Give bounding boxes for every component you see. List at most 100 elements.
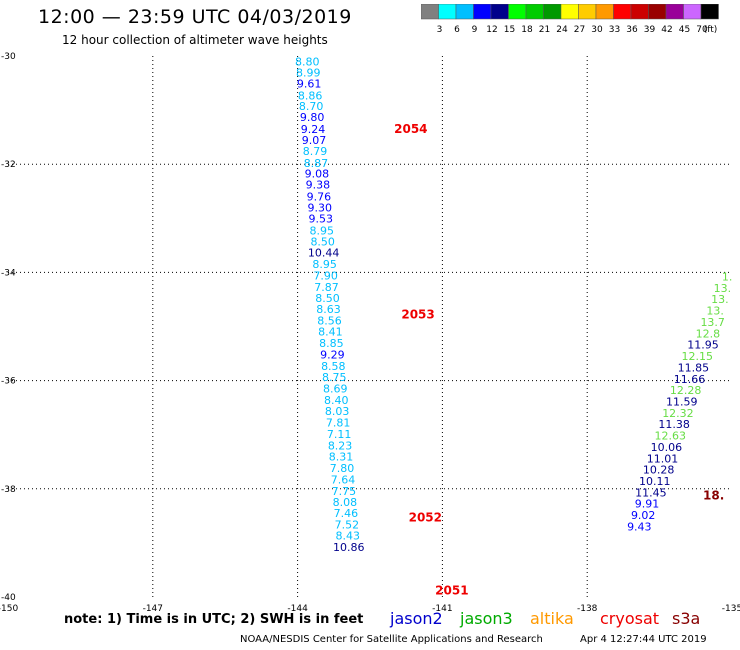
satellite-label-s3a: s3a (672, 609, 701, 628)
color-scale-tick-label: 21 (539, 25, 550, 35)
color-scale-tick-label: 24 (556, 25, 568, 35)
wave-height-value: 8.75 (322, 371, 347, 384)
wave-height-value: 8.63 (316, 303, 341, 316)
wave-height-value: 7.90 (313, 269, 338, 282)
wave-height-value: 9.76 (307, 190, 332, 203)
chart-title: 12:00 — 23:59 UTC 04/03/2019 (38, 6, 352, 28)
credit-text: NOAA/NESDIS Center for Satellite Applica… (240, 634, 543, 645)
wave-height-value: 10.44 (308, 247, 340, 260)
satellite-label-jason3: jason3 (460, 609, 513, 628)
chart-subtitle: 12 hour collection of altimeter wave hei… (62, 33, 328, 47)
y-tick-label: -34 (1, 268, 16, 278)
color-scale-tick-label: 27 (574, 25, 585, 35)
wave-height-value: 8.41 (318, 326, 343, 339)
color-scale-tick-label: 42 (661, 25, 672, 35)
x-tick-label: -135 (722, 604, 740, 614)
wave-height-value: 9.08 (305, 168, 330, 181)
wave-height-value: 11.95 (687, 339, 719, 352)
pass-time-label: 2054 (394, 122, 427, 136)
color-scale-tick-label: 12 (486, 25, 497, 35)
color-scale-tick-label: 30 (591, 25, 603, 35)
wave-height-value: 7.75 (332, 485, 357, 498)
footer-note: note: 1) Time is in UTC; 2) SWH is in fe… (64, 612, 364, 627)
wave-height-value: 8.69 (323, 383, 348, 396)
wave-height-value: 12.32 (662, 407, 694, 420)
wave-height-value: 12.8 (696, 327, 721, 340)
x-tick-label: -144 (287, 604, 308, 614)
wave-height-value: 7.64 (331, 473, 356, 486)
wave-height-value: 11.01 (647, 452, 679, 465)
wave-height-value: 13.7 (700, 316, 725, 329)
wave-height-value: 8.58 (321, 360, 346, 373)
color-scale-tick-label: 6 (454, 25, 460, 35)
x-tick-label: -141 (432, 604, 452, 614)
wave-height-value: 7.46 (334, 507, 359, 520)
pass-time-label: 2052 (409, 510, 442, 524)
wave-height-value: 12.15 (681, 350, 713, 363)
wave-height-value: 8.79 (303, 145, 328, 158)
wave-height-value: 8.23 (328, 439, 353, 452)
wave-height-value: 11.38 (658, 418, 690, 431)
wave-height-value: 8.95 (312, 258, 337, 271)
wave-height-value: 9.07 (302, 134, 327, 147)
wave-height-value: 11.59 (666, 395, 698, 408)
y-tick-label: -40 (1, 593, 16, 603)
color-scale-tick-label: 70 (696, 25, 708, 35)
wave-height-value: 7.11 (327, 428, 352, 441)
wave-height-value: 13. (706, 305, 724, 318)
wave-height-value: 8.70 (299, 100, 324, 113)
color-scale-tick-label: 3 (437, 25, 443, 35)
wave-height-value: 1. (722, 271, 733, 284)
wave-height-value: 9.53 (309, 213, 334, 226)
wave-height-value: 8.87 (304, 157, 329, 170)
color-scale-tick-label: 36 (626, 25, 638, 35)
wave-height-value: 8.50 (310, 235, 335, 248)
wave-height-value: 8.31 (329, 451, 354, 464)
pass-time-label: 2053 (401, 307, 434, 321)
wave-height-value: 7.80 (330, 462, 355, 475)
wave-height-value: 13. (714, 282, 732, 295)
wave-height-value: 9.43 (627, 520, 652, 533)
color-scale-tick-label: 39 (644, 25, 656, 35)
wave-height-value: 9.02 (631, 509, 656, 522)
generation-timestamp: Apr 4 12:27:44 UTC 2019 (580, 634, 707, 645)
wave-height-value: 12.63 (654, 430, 686, 443)
wave-height-value: 9.80 (300, 111, 325, 124)
color-scale-tick-label: 33 (609, 25, 620, 35)
wave-height-value: 12.28 (670, 384, 702, 397)
color-scale-tick-label: 18 (521, 25, 533, 35)
wave-height-value: 8.95 (309, 225, 334, 238)
wave-height-value: 7.81 (326, 417, 351, 430)
wave-height-value: 7.87 (314, 281, 339, 294)
wave-height-value: 13. (711, 293, 729, 306)
y-tick-label: -30 (1, 52, 16, 62)
wave-height-value: 9.30 (308, 201, 333, 214)
wave-height-value: 10.86 (333, 541, 365, 554)
wave-height-value: 9.24 (301, 123, 326, 136)
wave-height-value: 8.86 (298, 89, 323, 102)
wave-height-value: 7.52 (335, 518, 360, 531)
satellite-label-jason2: jason2 (390, 609, 443, 628)
wave-height-value: 8.40 (324, 394, 349, 407)
wave-height-value: 8.50 (315, 292, 340, 305)
wave-height-value: 10.06 (651, 441, 683, 454)
y-tick-label: -36 (1, 377, 16, 387)
color-scale-tick-label: 9 (472, 25, 478, 35)
color-scale-tick-label: 15 (504, 25, 515, 35)
wave-height-value: 9.91 (635, 498, 660, 511)
wave-height-value: 10.11 (639, 475, 671, 488)
satellite-label-altika: altika (530, 609, 574, 628)
pass-time-label: 2051 (435, 583, 468, 597)
satellite-label-cryosat: cryosat (600, 609, 660, 628)
y-tick-label: -32 (1, 160, 16, 170)
wave-height-value: 8.80 (295, 56, 320, 69)
wave-height-value: 8.43 (336, 530, 361, 543)
y-tick-label: -38 (1, 485, 16, 495)
x-tick-label: -138 (577, 604, 598, 614)
wave-height-value: 9.61 (297, 77, 322, 90)
wave-height-value: 11.45 (635, 486, 667, 499)
wave-height-value: 8.08 (333, 496, 358, 509)
wave-height-value: 8.03 (325, 405, 350, 418)
color-scale-tick-label: 45 (679, 25, 690, 35)
